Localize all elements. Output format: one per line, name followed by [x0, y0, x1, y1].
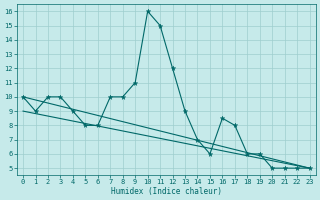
X-axis label: Humidex (Indice chaleur): Humidex (Indice chaleur) [111, 187, 222, 196]
